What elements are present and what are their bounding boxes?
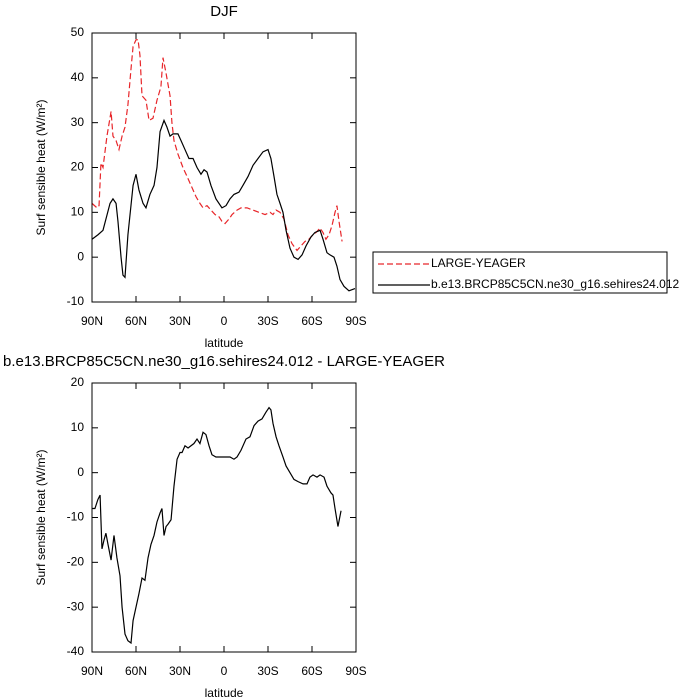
- chart-title: b.e13.BRCP85C5CN.ne30_g16.sehires24.012 …: [3, 353, 445, 370]
- x-tick-label: 60N: [125, 664, 147, 678]
- x-tick-label: 90N: [81, 664, 103, 678]
- y-tick-label: 10: [71, 205, 85, 219]
- data-line: [92, 406, 342, 645]
- y-tick-label: 20: [71, 160, 85, 174]
- data-line: [91, 118, 356, 292]
- x-tick-label: 90N: [81, 314, 103, 328]
- y-tick-label: 30: [71, 115, 85, 129]
- data-line: [91, 39, 343, 252]
- y-axis-label: Surf sensible heat (W/m²): [34, 99, 48, 235]
- x-tick-label: 0: [221, 314, 228, 328]
- legend-label: LARGE-YEAGER: [431, 256, 526, 270]
- x-tick-label: 0: [221, 664, 228, 678]
- legend-box: [372, 251, 668, 294]
- y-tick-label: -10: [67, 294, 85, 308]
- x-tick-label: 30S: [257, 664, 278, 678]
- x-tick-label: 90S: [345, 314, 366, 328]
- x-tick-label: 30N: [169, 664, 191, 678]
- y-axis-label: Surf sensible heat (W/m²): [34, 449, 48, 585]
- x-axis-label: latitude: [205, 686, 244, 700]
- x-tick-label: 30N: [169, 314, 191, 328]
- y-tick-label: -20: [67, 555, 85, 569]
- x-tick-label: 30S: [257, 314, 278, 328]
- y-tick-label: -30: [67, 599, 85, 613]
- y-tick-label: 20: [71, 375, 85, 389]
- plot-frame: [91, 382, 357, 653]
- chart-title: DJF: [210, 3, 238, 20]
- x-tick-label: 60N: [125, 314, 147, 328]
- y-tick-label: 0: [77, 465, 84, 479]
- x-tick-label: 60S: [301, 314, 322, 328]
- x-axis-label: latitude: [205, 336, 244, 350]
- x-tick-label: 90S: [345, 664, 366, 678]
- plot-frame: [91, 32, 357, 303]
- y-tick-label: -40: [67, 644, 85, 658]
- legend-label: b.e13.BRCP85C5CN.ne30_g16.sehires24.012: [431, 277, 679, 291]
- y-tick-label: -10: [67, 510, 85, 524]
- y-tick-label: 10: [71, 420, 85, 434]
- y-tick-label: 0: [77, 249, 84, 263]
- x-tick-label: 60S: [301, 664, 322, 678]
- y-tick-label: 40: [71, 70, 85, 84]
- y-tick-label: 50: [71, 25, 85, 39]
